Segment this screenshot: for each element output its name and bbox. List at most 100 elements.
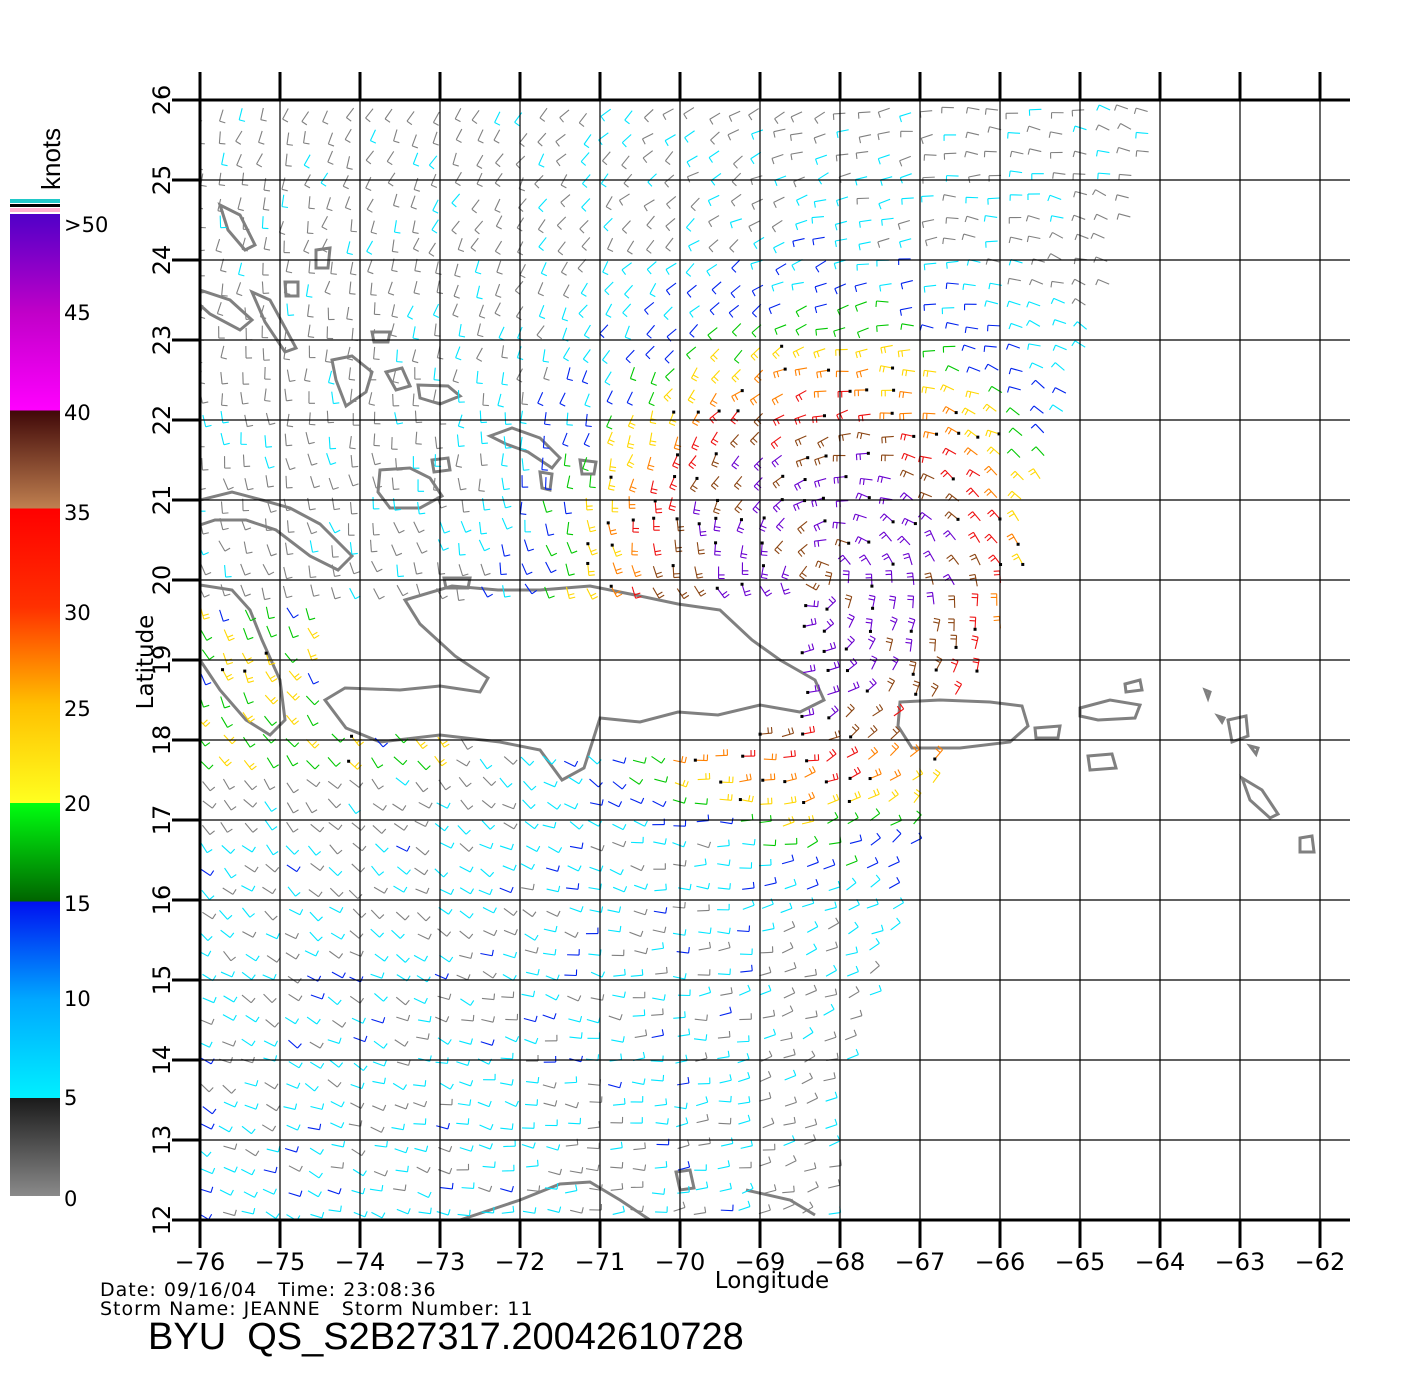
wind-barb [418, 1207, 432, 1215]
wind-barb [664, 151, 674, 166]
wind-barb [344, 128, 352, 143]
wind-barb [983, 488, 998, 498]
wind-barb [396, 845, 411, 852]
wind-barb [346, 346, 354, 361]
wind-barb [827, 793, 840, 805]
wind-barb [288, 908, 304, 916]
wind-barb [309, 1041, 324, 1049]
latitude-tick-label: 14 [148, 1045, 176, 1076]
wind-barb [668, 411, 677, 426]
wind-barb [612, 991, 626, 999]
wind-barb [521, 391, 528, 406]
rain-flag [676, 453, 680, 457]
wind-barb [495, 283, 502, 298]
wind-barb [286, 821, 299, 833]
wind-barb [569, 821, 584, 830]
wind-barb [456, 974, 471, 981]
wind-barb [945, 322, 959, 329]
wind-barb [826, 748, 837, 762]
wind-barb [240, 563, 251, 576]
wind-barb [284, 542, 294, 556]
x-axis-label: Longitude [715, 1268, 829, 1294]
wind-barb [266, 955, 281, 963]
wind-barb [1050, 297, 1065, 305]
wind-barb [720, 817, 734, 825]
wind-barb [1027, 343, 1041, 350]
wind-barb [855, 348, 868, 359]
wind-barb [990, 593, 998, 606]
wind-barb [326, 326, 334, 340]
wind-barb [824, 988, 838, 998]
wind-barb [922, 369, 937, 377]
wind-barb [501, 496, 512, 509]
wind-barb [396, 1208, 411, 1215]
rain-flag [714, 516, 718, 520]
wind-barb [482, 1161, 496, 1169]
wind-barb [406, 305, 414, 320]
wind-barb [412, 393, 420, 407]
wind-barb [902, 552, 913, 566]
wind-barb [454, 107, 462, 123]
wind-barb [307, 1190, 322, 1198]
wind-barb [645, 345, 655, 360]
wind-barb [630, 1181, 644, 1188]
wind-barb [342, 175, 349, 190]
wind-barb [264, 1082, 279, 1090]
wind-barb [542, 349, 550, 363]
wind-barb [878, 198, 891, 210]
wind-barb [804, 1162, 817, 1172]
wind-barb [872, 704, 884, 717]
wind-barb [222, 1084, 237, 1094]
rain-flag [914, 692, 918, 696]
wind-barb [459, 1038, 473, 1045]
wind-barb [698, 1137, 711, 1146]
wind-barb [734, 499, 743, 514]
wind-barb [392, 1082, 407, 1091]
wind-barb [750, 151, 762, 165]
wind-barb [543, 1056, 557, 1063]
wind-barb [847, 812, 859, 825]
wind-barb [1007, 277, 1021, 285]
wind-barb [223, 799, 237, 811]
wind-barb [201, 824, 215, 836]
wind-barb [844, 1029, 857, 1041]
wind-barb [266, 1103, 281, 1112]
wind-barb [264, 367, 271, 380]
wind-barb [285, 458, 296, 471]
wind-barb [814, 111, 826, 124]
wind-barb [674, 1102, 688, 1110]
wind-barb [844, 594, 853, 609]
wind-barb [538, 153, 545, 168]
wind-barb [413, 562, 423, 575]
wind-barb [546, 910, 561, 917]
wind-barb [968, 174, 981, 184]
longitude-tick-label: −75 [255, 1248, 306, 1276]
wind-barb [965, 487, 980, 498]
wind-barb [1072, 125, 1087, 132]
wind-barb [348, 367, 356, 381]
rain-flag [826, 668, 830, 672]
wind-barb [310, 993, 325, 1000]
wind-barb [456, 434, 465, 447]
wind-barb [965, 390, 980, 398]
wind-barb [218, 172, 226, 187]
wind-barb [502, 864, 517, 871]
rain-flag [866, 451, 870, 455]
wind-barb [900, 280, 913, 290]
wind-barb [879, 412, 893, 420]
wind-barb [494, 302, 501, 317]
wind-barb [310, 476, 321, 489]
wind-barb [220, 371, 229, 385]
wind-barb [476, 154, 484, 170]
wind-barb [458, 776, 472, 788]
wind-barb [652, 587, 665, 599]
wind-barb [307, 627, 320, 639]
wind-barb [690, 197, 700, 212]
wind-barb [848, 898, 860, 911]
wind-barb [538, 237, 547, 251]
wind-barb [835, 196, 849, 207]
rain-flag [803, 478, 807, 482]
wind-barb [814, 455, 827, 466]
wind-barb [259, 305, 267, 319]
wind-barb [586, 519, 597, 533]
